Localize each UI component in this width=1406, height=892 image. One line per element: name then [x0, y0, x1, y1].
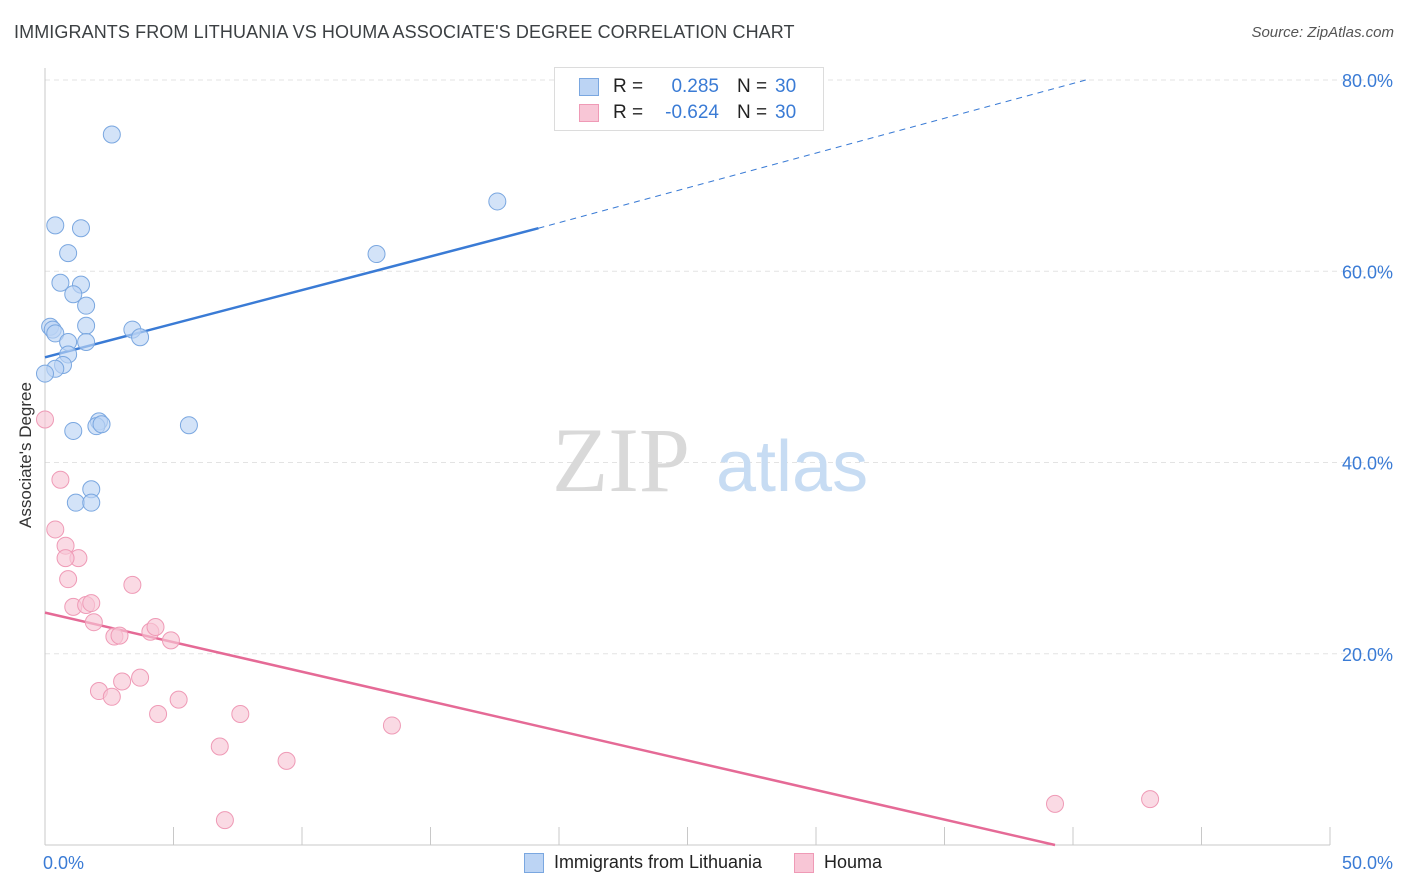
data-point-lithuania	[46, 324, 65, 343]
data-point-houma	[56, 549, 75, 568]
axes	[44, 68, 1331, 846]
legend-swatch-blue	[579, 78, 599, 96]
series-swatch-blue	[523, 852, 544, 873]
legend-r-label: R =	[613, 102, 644, 123]
legend-n-value: 30	[775, 102, 797, 123]
data-point-houma	[36, 410, 54, 429]
trend-line-houma	[44, 611, 1056, 847]
series-legend-item-houma: Houma	[794, 852, 882, 873]
data-point-lithuania	[82, 493, 101, 512]
data-point-lithuania	[66, 493, 85, 512]
data-point-lithuania	[51, 273, 70, 292]
data-point-lithuania	[179, 416, 198, 435]
data-point-houma	[1046, 794, 1065, 813]
data-point-houma	[51, 470, 70, 489]
data-point-houma	[161, 631, 180, 650]
watermark-zip: ZIP	[552, 409, 690, 511]
data-point-lithuania	[131, 328, 150, 347]
data-point-houma	[231, 704, 250, 723]
data-point-lithuania	[488, 192, 507, 211]
data-point-houma	[215, 811, 234, 830]
data-point-lithuania	[77, 296, 96, 315]
legend-r-value: -0.624	[665, 102, 719, 123]
y-tick-label: 80.0%	[1342, 71, 1393, 91]
grid-lines	[45, 79, 1392, 655]
data-point-houma	[123, 575, 142, 594]
data-point-houma	[169, 690, 188, 709]
data-point-houma	[59, 570, 78, 589]
legend-n-value: 30	[775, 76, 797, 97]
legend-swatch-pink	[579, 104, 599, 122]
trend-line-lithuania	[44, 227, 539, 359]
legend-n-label: N =	[737, 76, 768, 97]
tick-labels: 20.0% 40.0% 60.0% 80.0% 0.0% 50.0%	[43, 71, 1393, 873]
y-tick-label: 20.0%	[1342, 645, 1393, 665]
data-points	[36, 125, 1160, 830]
data-point-lithuania	[367, 245, 386, 264]
data-point-houma	[210, 737, 229, 756]
data-point-lithuania	[77, 333, 96, 352]
legend-row-lithuania: R = 0.285 N = 30	[579, 74, 796, 100]
data-point-houma	[82, 594, 101, 613]
y-axis-label: Associate's Degree	[16, 382, 35, 528]
legend-r-label: R =	[613, 76, 644, 97]
data-point-houma	[113, 672, 132, 691]
data-point-lithuania	[71, 219, 90, 238]
watermark: ZIP atlas	[552, 409, 868, 511]
data-point-houma	[146, 617, 165, 636]
data-point-houma	[149, 704, 168, 723]
data-point-lithuania	[64, 421, 83, 440]
data-point-houma	[46, 520, 65, 539]
data-point-houma	[102, 687, 121, 706]
data-point-lithuania	[102, 125, 121, 144]
data-point-houma	[1141, 790, 1160, 809]
data-point-houma	[382, 716, 401, 735]
y-tick-label: 60.0%	[1342, 262, 1393, 282]
x-tick-label: 0.0%	[43, 853, 84, 873]
series-legend: Immigrants from Lithuania Houma	[0, 852, 1406, 873]
data-point-lithuania	[77, 316, 96, 335]
series-swatch-pink	[794, 852, 815, 873]
data-point-houma	[131, 668, 150, 687]
data-point-lithuania	[64, 285, 83, 304]
source-label: Source: ZipAtlas.com	[1251, 24, 1394, 41]
data-point-lithuania	[46, 216, 65, 235]
x-tick-label: 50.0%	[1342, 853, 1393, 873]
data-point-lithuania	[36, 364, 54, 383]
series-name-houma: Houma	[824, 852, 883, 872]
legend-n-label: N =	[737, 102, 768, 123]
series-legend-item-lithuania: Immigrants from Lithuania	[523, 852, 763, 873]
correlation-legend: R = 0.285 N = 30 R = -0.624 N = 30	[554, 67, 824, 131]
series-name-lithuania: Immigrants from Lithuania	[553, 852, 763, 872]
legend-row-houma: R = -0.624 N = 30	[579, 100, 796, 126]
data-point-houma	[277, 751, 296, 770]
watermark-atlas: atlas	[716, 427, 868, 507]
data-point-houma	[84, 613, 103, 632]
legend-r-value: 0.285	[671, 76, 719, 97]
chart-title: IMMIGRANTS FROM LITHUANIA VS HOUMA ASSOC…	[14, 22, 795, 42]
data-point-lithuania	[92, 415, 111, 434]
data-point-lithuania	[59, 244, 78, 263]
data-point-houma	[110, 626, 129, 645]
y-tick-label: 40.0%	[1342, 454, 1393, 474]
